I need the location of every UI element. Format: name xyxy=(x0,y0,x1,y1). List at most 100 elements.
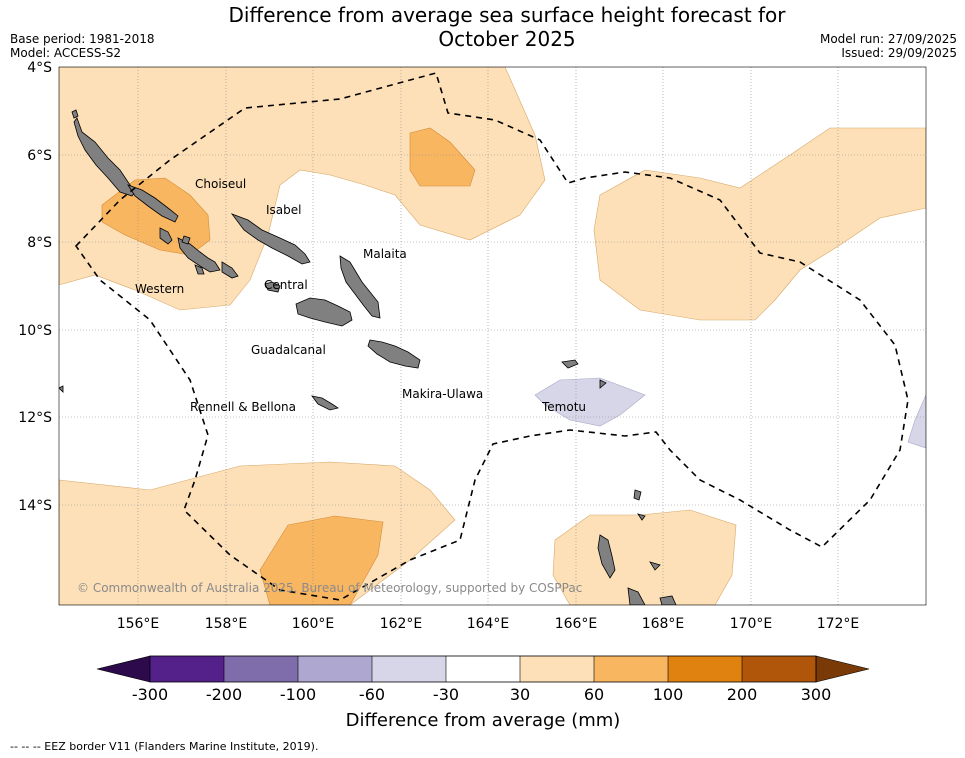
base-period: Base period: 1981-2018 xyxy=(10,32,155,46)
region-labels: Choiseul Isabel Malaita Western Central … xyxy=(135,177,586,414)
colorbar-segment xyxy=(150,656,224,682)
meta-right: Model run: 27/09/2025 Issued: 29/09/2025 xyxy=(820,32,957,60)
lon-tick-label: 170°E xyxy=(730,616,773,632)
lat-tick-label: 8°S xyxy=(27,235,52,251)
island-kolombangara xyxy=(159,227,173,245)
island-espiritu-santo xyxy=(597,534,616,579)
island-bougainville xyxy=(73,117,136,197)
colorbar-tick-label: 30 xyxy=(510,685,530,704)
colorbar-segment xyxy=(594,656,668,682)
colorbar-segment xyxy=(520,656,594,682)
island-rendova xyxy=(221,261,239,279)
anomaly-neg-30-60 xyxy=(534,377,926,449)
lon-tick-label: 168°E xyxy=(642,616,685,632)
title-line-2: October 2025 xyxy=(438,27,576,51)
anomaly-region-east xyxy=(593,127,926,321)
region-label-guadalcanal: Guadalcanal xyxy=(251,343,326,357)
colorbar-segment xyxy=(668,656,742,682)
lon-tick-label: 164°E xyxy=(467,616,510,632)
region-label-western: Western xyxy=(135,282,184,296)
island-tinakula xyxy=(599,379,607,389)
map-frame xyxy=(58,66,927,606)
lon-tick-label: 158°E xyxy=(205,616,248,632)
anomaly-high-western xyxy=(101,177,211,256)
eez-footnote: -- -- -- EEZ border V11 (Flanders Marine… xyxy=(10,740,319,753)
anomaly-low-temotu xyxy=(534,377,646,427)
island-guadalcanal xyxy=(295,297,353,327)
anomaly-60-100 xyxy=(101,127,476,605)
colorbar-title: Difference from average (mm) xyxy=(346,710,621,731)
colorbar-tick-label: -60 xyxy=(359,685,385,704)
copyright-text: © Commonwealth of Australia 2025, Bureau… xyxy=(77,581,582,595)
island-west-edge xyxy=(59,385,64,393)
lon-tick-label: 156°E xyxy=(117,616,160,632)
lat-tick-label: 6°S xyxy=(27,148,52,164)
colorbar-tick-label: -200 xyxy=(206,685,242,704)
island-buka xyxy=(71,109,79,119)
lat-tick-label: 12°S xyxy=(18,410,52,426)
region-label-temotu: Temotu xyxy=(541,400,586,414)
anomaly-high-north xyxy=(409,127,476,187)
lon-tick-label: 166°E xyxy=(555,616,598,632)
island-ambrym xyxy=(659,595,677,605)
colorbar-tick-label: 300 xyxy=(801,685,832,704)
lon-tick-label: 162°E xyxy=(380,616,423,632)
colorbar: -300 -200 -100 -60 -30 30 60 100 200 300… xyxy=(96,655,870,731)
colorbar-segment xyxy=(298,656,372,682)
island-malakula xyxy=(627,587,646,605)
region-label-makira-ulawa: Makira-Ulawa xyxy=(402,387,483,401)
island-malaita xyxy=(339,255,381,319)
colorbar-tick-label: 100 xyxy=(653,685,684,704)
island-vella xyxy=(194,264,205,275)
colorbar-frame xyxy=(149,655,817,683)
colorbar-segment xyxy=(224,656,298,682)
colorbar-segment xyxy=(742,656,816,682)
island-new-georgia xyxy=(177,237,221,273)
graticule xyxy=(59,67,926,605)
island-santa-cruz xyxy=(561,359,579,369)
region-label-malaita: Malaita xyxy=(363,247,407,261)
colorbar-segment xyxy=(446,656,520,682)
island-choiseul xyxy=(127,184,179,223)
island-maewo xyxy=(649,561,661,571)
lat-tick-label: 4°S xyxy=(27,60,52,76)
anomaly-low-east-edge xyxy=(907,394,926,449)
colorbar-tick-label: -100 xyxy=(280,685,316,704)
colorbar-extend-low xyxy=(96,655,151,683)
lon-tick-label: 160°E xyxy=(292,616,335,632)
island-rennell xyxy=(311,395,339,411)
island-banks xyxy=(637,513,646,521)
chart-title: Difference from average sea surface heig… xyxy=(0,3,965,51)
lon-tick-label: 172°E xyxy=(817,616,860,632)
map-plot xyxy=(58,66,927,606)
lat-tick-label: 14°S xyxy=(18,498,52,514)
region-label-choiseul: Choiseul xyxy=(195,177,246,191)
region-label-rennell-bellona: Rennell & Bellona xyxy=(190,400,296,414)
model-run: Model run: 27/09/2025 xyxy=(819,32,957,46)
island-makira xyxy=(367,339,421,369)
anomaly-region-south-east xyxy=(552,509,737,605)
island-torres xyxy=(633,489,642,501)
region-label-isabel: Isabel xyxy=(266,203,301,217)
island-santa-isabel xyxy=(230,213,311,265)
region-label-central: Central xyxy=(264,278,308,292)
colorbar-tick-label: 60 xyxy=(584,685,604,704)
colorbar-segment xyxy=(372,656,446,682)
island-gizo xyxy=(181,235,191,245)
colorbar-tick-label: -300 xyxy=(132,685,168,704)
land-masses xyxy=(59,109,677,605)
lat-tick-label: 10°S xyxy=(18,323,52,339)
meta-left: Base period: 1981-2018 Model: ACCESS-S2 xyxy=(10,32,155,60)
title-line-1: Difference from average sea surface heig… xyxy=(228,3,786,27)
colorbar-tick-label: 200 xyxy=(727,685,758,704)
island-florida xyxy=(264,281,281,293)
issued-date: Issued: 29/09/2025 xyxy=(841,46,957,60)
eez-border xyxy=(74,72,909,601)
anomaly-high-south xyxy=(259,515,384,605)
lon-axis: 156°E 158°E 160°E 162°E 164°E 166°E 168°… xyxy=(117,616,860,632)
model-name: Model: ACCESS-S2 xyxy=(10,46,122,60)
lat-axis: 4°S 6°S 8°S 10°S 12°S 14°S xyxy=(18,60,52,514)
colorbar-tick-label: -30 xyxy=(433,685,459,704)
colorbar-extend-high xyxy=(815,655,870,683)
